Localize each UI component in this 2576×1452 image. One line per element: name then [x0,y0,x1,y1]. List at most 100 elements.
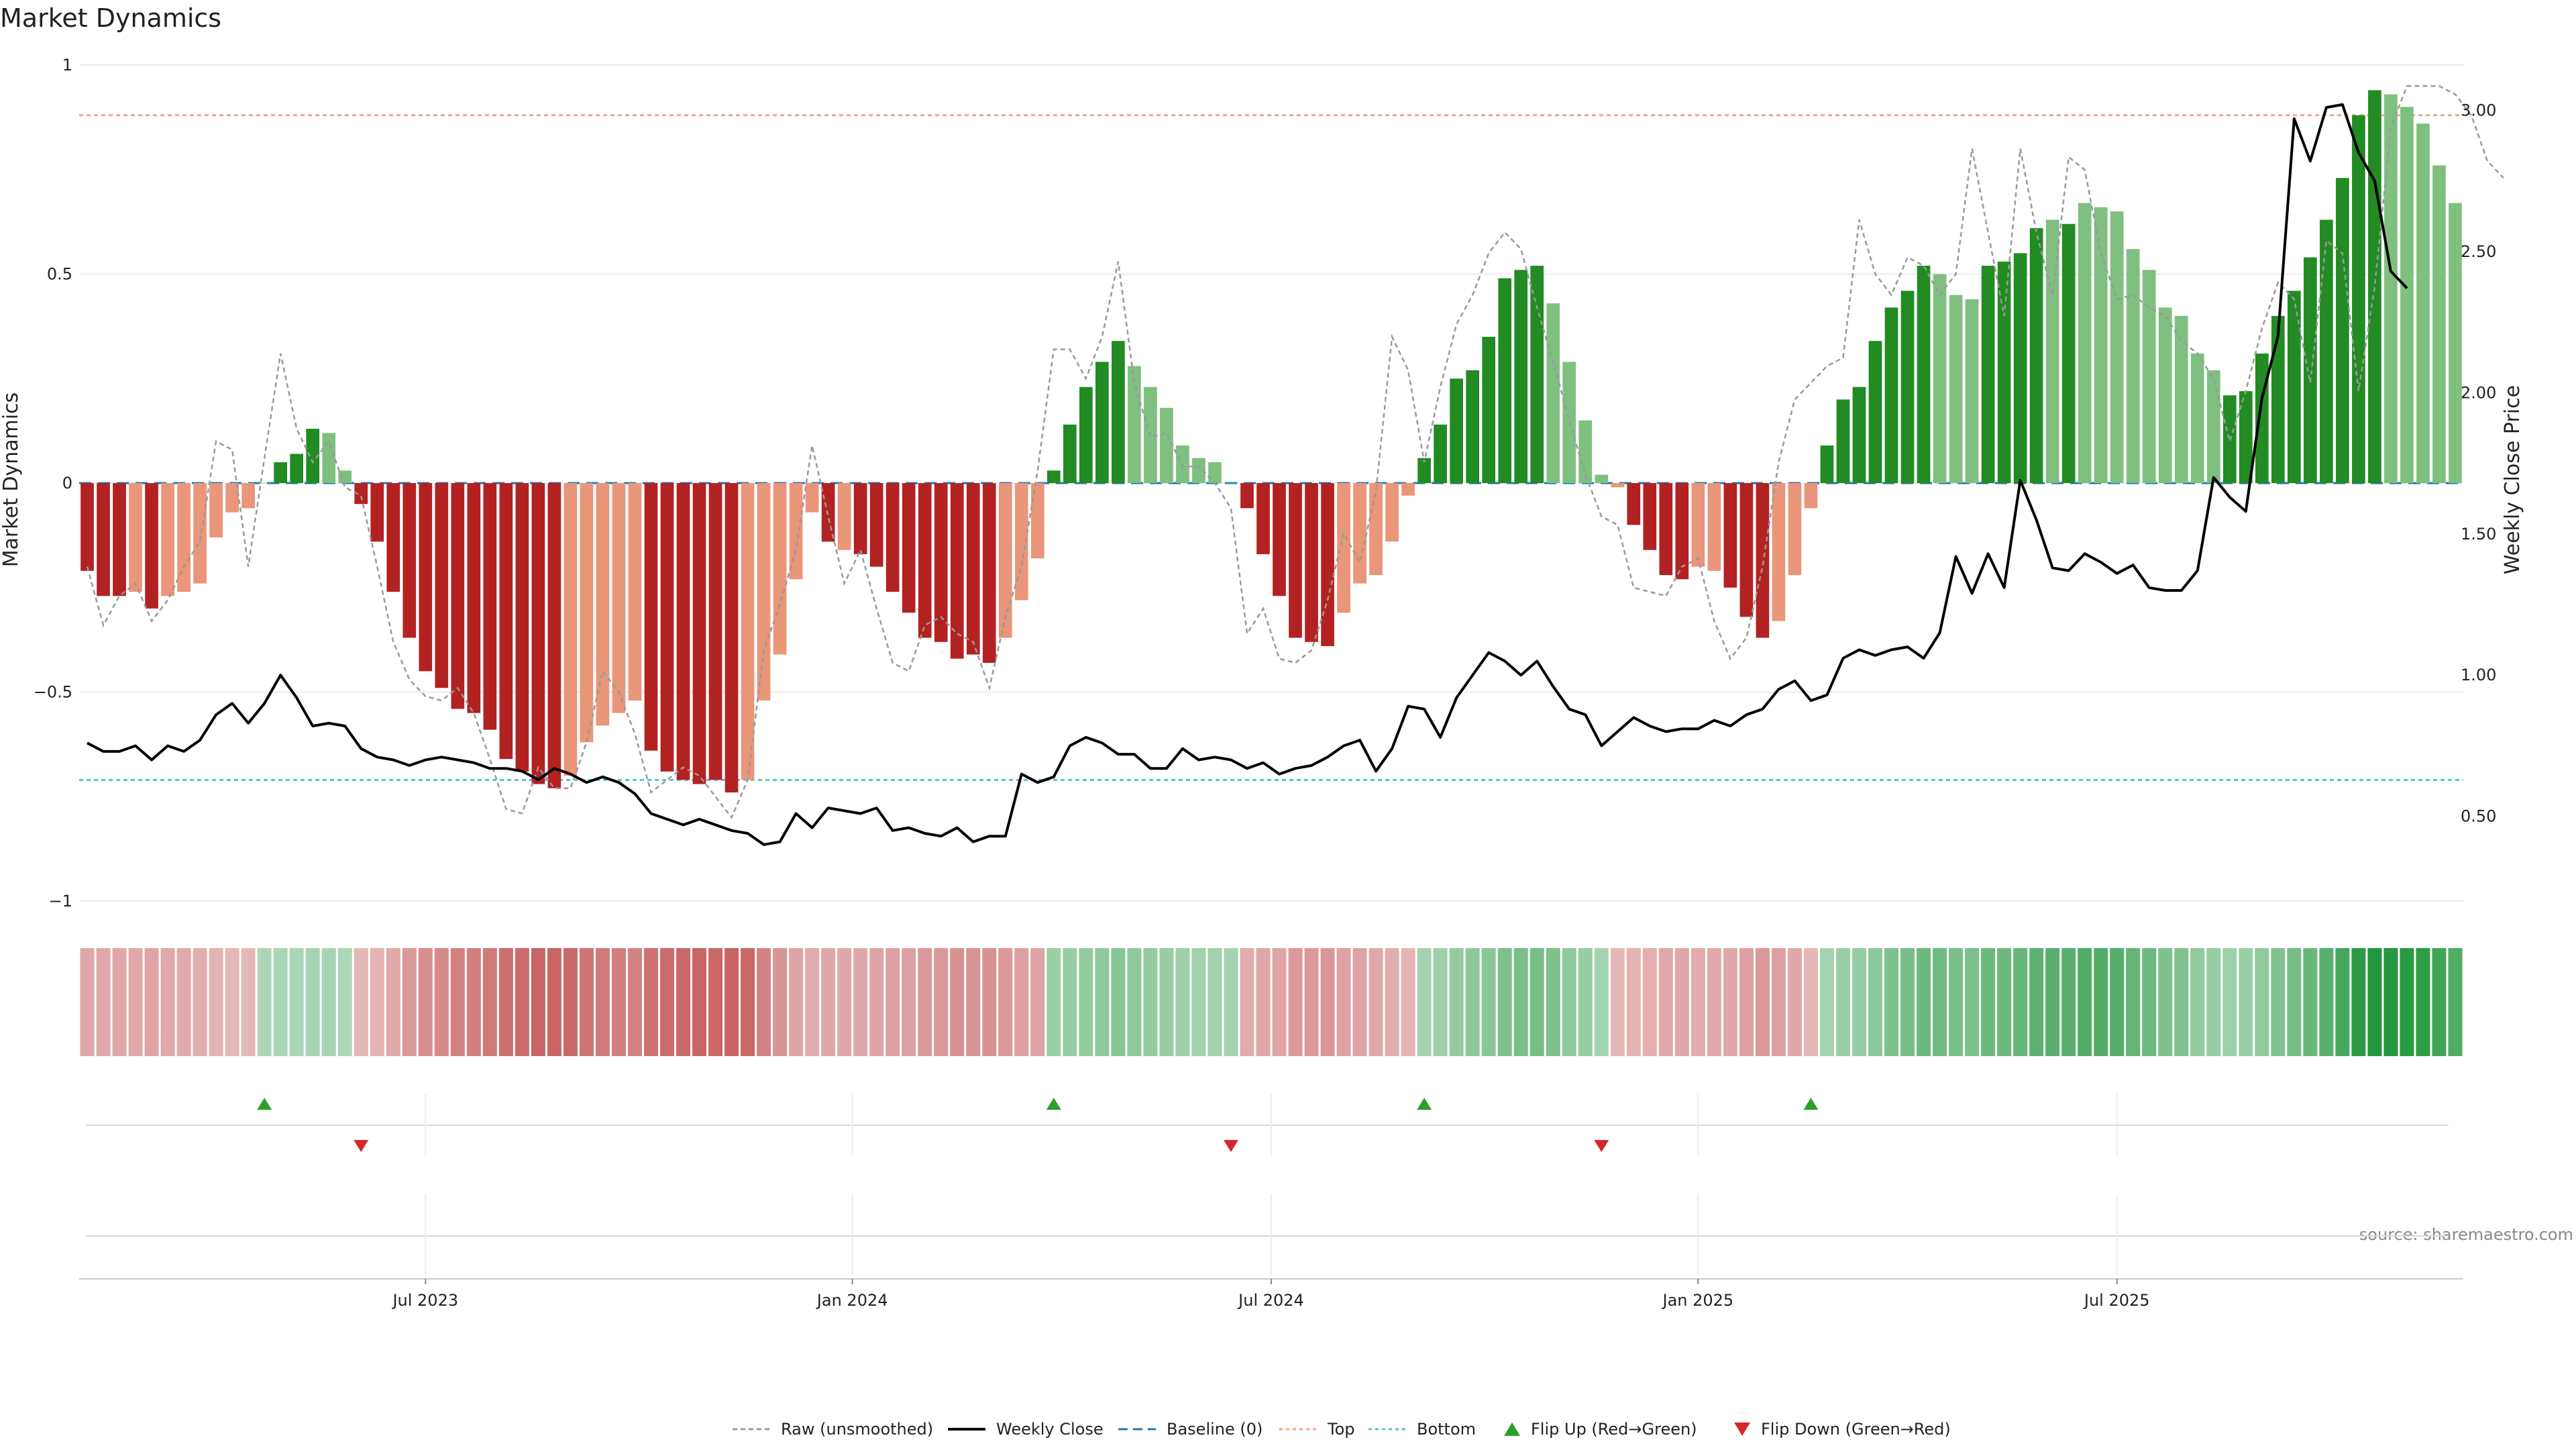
flip-down-marker [1594,1140,1609,1152]
x-tick-label: Jul 2025 [2083,1291,2150,1310]
heat-cell [2078,948,2092,1056]
heat-cell [241,948,256,1056]
dynamics-bar [499,483,513,760]
dynamics-bar [837,483,851,550]
dynamics-bar [290,454,304,483]
dynamics-bar [1965,299,1979,483]
dynamics-bar [950,483,964,659]
dynamics-bar [2110,211,2124,483]
dynamics-bar [2029,227,2043,483]
heat-cell [305,948,320,1056]
dynamics-bar [1095,362,1109,483]
heat-cell [1481,948,1496,1056]
heat-cell [466,948,481,1056]
heat-cell [1208,948,1222,1056]
heat-cell [789,948,804,1056]
heat-cell [627,948,642,1056]
heat-cell [659,948,674,1056]
heat-cell [2255,948,2269,1056]
legend-item: Bottom [1368,1420,1476,1439]
legend-item: Baseline (0) [1118,1420,1263,1439]
dynamics-bar [1949,295,1963,483]
heat-cell [1368,948,1383,1056]
dynamics-bar [2061,223,2076,483]
heat-cell [450,948,465,1056]
heat-cell [1851,948,1866,1056]
heat-strip [80,948,2463,1056]
dynamics-bar [628,483,642,701]
heat-cell [950,948,965,1056]
dynamics-bar [2400,107,2414,484]
heat-cell [112,948,127,1056]
dynamics-bar [1756,483,1770,638]
dynamics-bar [708,483,722,780]
dynamics-bar [322,433,336,483]
dynamics-bar [1739,483,1754,617]
dynamics-bar [1112,341,1125,483]
heat-cell [1771,948,1786,1056]
dynamics-bar [531,483,545,784]
heat-cell [1272,948,1287,1056]
dynamics-bar [580,483,594,743]
dynamics-bar [1595,474,1609,483]
heat-cell [1433,948,1448,1056]
heat-cell [225,948,239,1056]
heat-cell [1127,948,1142,1056]
heat-cell [2158,948,2173,1056]
heat-cell [1014,948,1029,1056]
heat-cell [1191,948,1206,1056]
heat-cell [96,948,111,1056]
heat-cell [1497,948,1512,1056]
dynamics-bar [1611,483,1625,488]
dynamics-bar [853,483,867,554]
dynamics-bar [2158,307,2172,483]
heat-cell [354,948,368,1056]
axes: 10.50−0.5−13.002.502.001.501.000.50 [34,56,2497,911]
dynamics-bar [2094,207,2108,483]
heat-cell [1063,948,1077,1056]
heat-cell [1884,948,1899,1056]
dynamics-bar [402,483,417,638]
dynamics-bar [161,483,174,597]
dynamics-bar [1014,483,1028,601]
heat-cell [1352,948,1367,1056]
dynamics-bar [2352,115,2365,483]
heat-cell [547,948,561,1056]
heat-cell [1046,948,1061,1056]
dynamics-bar [612,483,626,713]
dynamics-bar [1981,266,1995,483]
dynamics-bar [1128,366,1141,483]
heat-cell [1095,948,1110,1056]
dynamics-bar [660,483,674,772]
flip-up-legend-icon [1504,1422,1520,1436]
y-tick-label-right: 1.00 [2461,666,2496,684]
heat-cell [1224,948,1238,1056]
heat-cell [1787,948,1802,1056]
flip-down-legend-icon [1734,1422,1750,1436]
heat-cell [80,948,95,1056]
x-tick-label: Jul 2023 [391,1291,458,1310]
y-tick-label-left: 0 [62,474,72,492]
heat-cell [1707,948,1721,1056]
heat-cell [1803,948,1818,1056]
heat-cell [370,948,384,1056]
heat-cell [708,948,723,1056]
heat-cell [1690,948,1705,1056]
dynamics-bar [1691,483,1705,567]
heat-cell [676,948,691,1056]
heat-cell [1079,948,1093,1056]
heat-cell [1949,948,1964,1056]
heat-cell [1626,948,1641,1056]
heat-cell [1401,948,1415,1056]
heat-cell [692,948,707,1056]
dynamics-bar [1498,278,1512,483]
heat-cell [773,948,788,1056]
heat-cell [724,948,739,1056]
dynamics-bar [1546,303,1560,483]
y-tick-label-right: 0.50 [2461,807,2496,826]
heat-cell [1288,948,1303,1056]
heat-cell [579,948,594,1056]
heat-cell [386,948,400,1056]
dynamics-bar [741,483,755,780]
heat-cell [2335,948,2350,1056]
